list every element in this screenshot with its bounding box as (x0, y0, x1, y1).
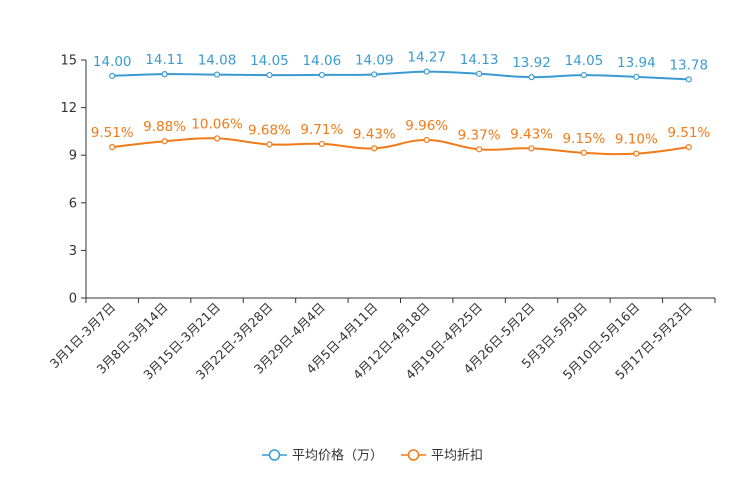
series-1-data-label: 14.27 (407, 50, 446, 66)
series-2-data-label: 9.51% (91, 125, 134, 141)
series-1-point (109, 72, 116, 79)
series-1-point (580, 71, 588, 79)
series-1-data-label: 14.11 (145, 52, 184, 68)
series-1-data-label: 14.13 (460, 52, 499, 68)
series-1-point (161, 71, 168, 78)
y-tick-label: 0 (69, 292, 77, 307)
series-1-point (266, 71, 273, 79)
legend-label: 平均折扣 (431, 449, 483, 464)
y-tick-label: 3 (69, 244, 77, 259)
series-2-data-label: 9.68% (248, 122, 291, 138)
series-1-point (476, 70, 483, 77)
series-2-point (213, 135, 221, 142)
y-tick-label: 9 (69, 149, 77, 164)
series-1-data-label: 14.05 (250, 53, 289, 69)
series-2-point (685, 144, 692, 151)
series-2-point (580, 149, 588, 156)
series-2-data-label: 9.43% (510, 126, 553, 142)
legend-item-1[interactable]: 平均价格（万） (262, 448, 383, 464)
series-2-point (109, 144, 116, 151)
legend-marker-icon (407, 449, 420, 461)
series-line-2 (112, 137, 689, 156)
series-2-point (528, 145, 535, 152)
series-1-data-label: 14.09 (355, 52, 394, 68)
series-2-data-label: 9.15% (563, 131, 606, 147)
series-2-point (318, 140, 325, 148)
series-layer (109, 68, 692, 157)
series-2-point (266, 141, 273, 148)
series-2-data-label: 9.10% (615, 132, 658, 148)
series-1-point (318, 71, 325, 79)
series-2-point (633, 150, 640, 157)
series-1-data-label: 13.78 (669, 57, 708, 73)
legend-marker-icon (268, 449, 281, 461)
series-2-data-label: 9.37% (458, 127, 501, 143)
series-1-data-label: 13.92 (512, 55, 551, 71)
series-2-data-label: 10.06% (191, 116, 243, 132)
series-2-point (371, 145, 378, 152)
series-2-data-label: 9.43% (353, 126, 396, 142)
series-1-point (423, 68, 430, 75)
series-1-data-label: 14.08 (198, 53, 237, 69)
series-1-point (213, 71, 221, 78)
y-tick-label: 12 (60, 101, 77, 116)
series-1-data-label: 13.94 (617, 55, 656, 71)
series-2-point (476, 146, 483, 153)
legend: 平均价格（万） 平均折扣 (262, 448, 483, 464)
series-1-point (633, 73, 640, 80)
legend-item-2[interactable]: 平均折扣 (401, 449, 483, 464)
series-2-data-label: 9.51% (667, 125, 710, 141)
series-2-data-label: 9.96% (405, 118, 448, 134)
series-2-data-label: 9.71% (300, 122, 343, 138)
series-1-data-label: 14.06 (303, 53, 342, 69)
series-1-data-label: 14.05 (565, 53, 604, 69)
data-labels: 14.00 14.11 14.08 14.05 14.06 14.09 14.27 14.13… (91, 50, 711, 148)
y-tick-label: 15 (60, 54, 77, 69)
series-2-point (161, 138, 168, 145)
series-1-point (685, 76, 692, 83)
legend-label: 平均价格（万） (292, 448, 383, 464)
series-2-data-label: 9.88% (143, 119, 186, 135)
y-tick-label: 6 (69, 196, 77, 211)
series-1-data-label: 14.00 (93, 54, 132, 70)
series-1-point (371, 71, 378, 78)
series-1-point (528, 74, 535, 81)
series-line-1 (112, 70, 689, 81)
series-2-point (423, 136, 430, 144)
axes: 036912153月1日-3月7日3月8日-3月14日3月15日-3月21日3月… (47, 54, 716, 382)
